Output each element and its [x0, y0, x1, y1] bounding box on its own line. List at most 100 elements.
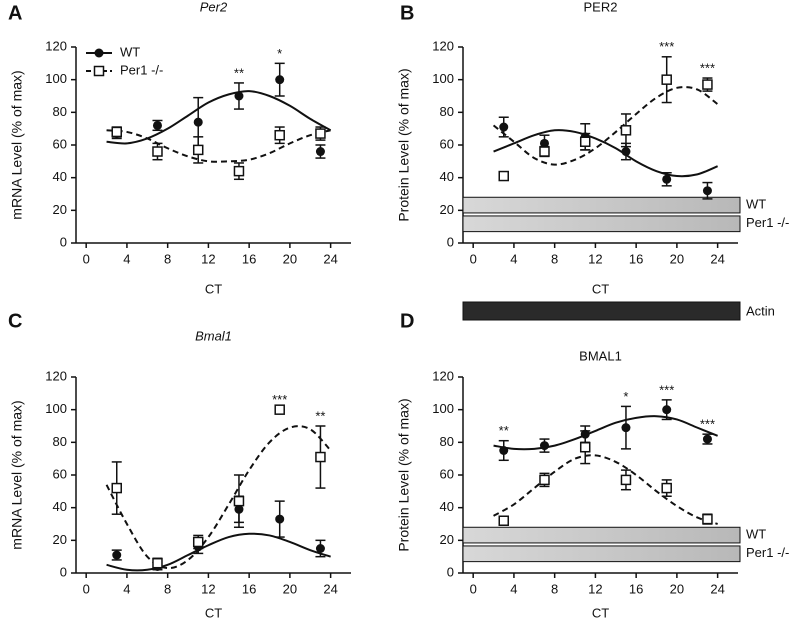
blot-label: WT — [746, 527, 766, 542]
x-tick-label: 8 — [551, 251, 558, 266]
legend-marker — [93, 65, 105, 77]
point — [539, 474, 550, 486]
y-tick-label: 120 — [45, 368, 67, 383]
significance: * — [623, 389, 628, 404]
x-tick-label: 4 — [123, 251, 130, 266]
fit-curve — [493, 129, 719, 178]
y-tick-label: 100 — [45, 401, 67, 416]
point — [662, 174, 672, 184]
point — [539, 138, 549, 148]
point — [621, 423, 631, 433]
point — [315, 451, 326, 463]
chart-title: BMAL1 — [579, 348, 622, 363]
x-tick-label: 12 — [201, 581, 215, 596]
x-tick-label: 20 — [670, 581, 684, 596]
point — [315, 544, 325, 553]
y-tick-label: 80 — [440, 104, 454, 119]
point — [621, 147, 631, 157]
x-tick-label: 16 — [242, 251, 256, 266]
x-tick-label: 0 — [83, 251, 90, 266]
y-tick-label: 0 — [447, 564, 454, 579]
y-tick-label: 0 — [60, 234, 67, 249]
point — [111, 126, 122, 138]
blot-label: WT — [746, 197, 766, 212]
x-tick-label: 24 — [710, 581, 724, 596]
point — [662, 405, 672, 415]
point — [152, 146, 163, 157]
x-tick-label: 24 — [323, 251, 337, 266]
point — [152, 557, 163, 569]
blot-label: Per1 -/- — [746, 545, 789, 560]
x-tick-label: 24 — [323, 581, 337, 596]
x-axis-label: CT — [205, 605, 222, 620]
x-tick-label: 8 — [164, 251, 171, 266]
chart-title: Bmal1 — [195, 328, 232, 343]
y-tick-label: 100 — [432, 401, 454, 416]
y-tick-label: 120 — [432, 368, 454, 383]
legend-marker — [94, 48, 104, 58]
x-tick-label: 4 — [510, 251, 517, 266]
y-tick-label: 60 — [53, 466, 67, 481]
significance: *** — [659, 39, 674, 54]
point — [499, 446, 509, 455]
point — [702, 513, 713, 525]
point — [539, 441, 549, 451]
y-tick-label: 0 — [60, 564, 67, 579]
point — [234, 91, 244, 101]
y-tick-label: 60 — [440, 136, 454, 151]
fit-curve — [493, 415, 719, 451]
y-tick-label: 60 — [53, 136, 67, 151]
x-tick-label: 8 — [164, 581, 171, 596]
blot-strip — [462, 215, 741, 233]
point — [275, 75, 285, 85]
point — [702, 79, 713, 90]
point — [112, 550, 122, 560]
y-tick-label: 40 — [440, 169, 454, 184]
significance: *** — [700, 60, 715, 75]
fit-curve — [492, 86, 719, 166]
x-tick-label: 16 — [629, 581, 643, 596]
blot-strip — [462, 196, 741, 214]
significance: *** — [700, 417, 715, 432]
x-tick-label: 16 — [629, 251, 643, 266]
x-axis-label: CT — [592, 605, 609, 620]
y-tick-label: 20 — [53, 202, 67, 217]
legend-label: Per1 -/- — [120, 62, 163, 77]
point — [274, 129, 285, 141]
y-tick-label: 80 — [440, 434, 454, 449]
significance: ** — [315, 408, 325, 423]
y-tick-label: 60 — [440, 466, 454, 481]
significance: ** — [499, 423, 509, 438]
x-tick-label: 12 — [201, 251, 215, 266]
y-tick-label: 20 — [440, 202, 454, 217]
point — [620, 125, 632, 136]
point — [579, 136, 591, 147]
point — [275, 514, 285, 524]
panel-letter: B — [400, 2, 414, 24]
y-axis-label: mRNA Level (% of max) — [9, 400, 25, 549]
x-tick-label: 12 — [588, 581, 602, 596]
y-tick-label: 120 — [45, 38, 67, 53]
point — [702, 434, 712, 444]
x-tick-label: 0 — [83, 581, 90, 596]
point — [274, 404, 285, 415]
point — [233, 495, 245, 507]
x-tick-label: 24 — [710, 251, 724, 266]
point — [192, 536, 204, 548]
y-tick-label: 20 — [53, 532, 67, 547]
point — [193, 117, 203, 127]
y-tick-label: 120 — [432, 38, 454, 53]
x-tick-label: 4 — [510, 581, 517, 596]
significance: * — [277, 46, 282, 61]
x-tick-label: 0 — [470, 251, 477, 266]
fit-curve — [493, 454, 718, 525]
fit-curve — [106, 90, 332, 145]
panel-letter: A — [8, 2, 22, 24]
y-tick-label: 40 — [440, 499, 454, 514]
chart-title: Per2 — [200, 0, 228, 14]
x-tick-label: 20 — [670, 251, 684, 266]
y-tick-label: 40 — [53, 499, 67, 514]
actin-blot — [462, 301, 741, 321]
point — [233, 165, 245, 177]
chart-title: PER2 — [584, 0, 618, 14]
